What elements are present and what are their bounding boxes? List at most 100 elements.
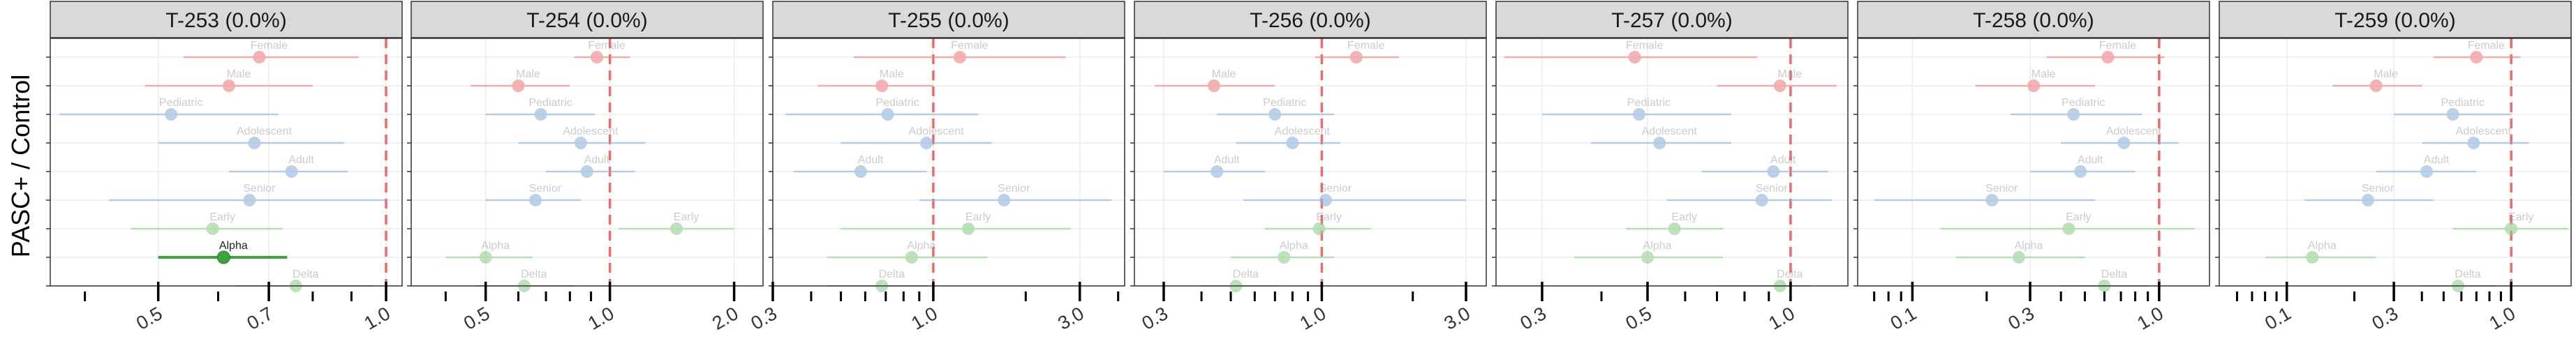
forest-row: Female	[1504, 40, 1757, 63]
panel-title: T-256 (0.0%)	[1250, 9, 1370, 32]
forest-row: Male	[1717, 68, 1837, 92]
forest-row: Alpha	[158, 240, 288, 264]
point-label: Pediatric	[2441, 97, 2485, 109]
forest-row: Female	[2433, 40, 2521, 63]
point-estimate	[1668, 222, 1681, 235]
point-estimate	[670, 222, 683, 235]
point-label: Alpha	[2014, 240, 2043, 252]
point-estimate	[2067, 108, 2080, 121]
plot-area	[1134, 38, 1486, 286]
point-label: Delta	[879, 268, 905, 280]
point-estimate	[222, 79, 235, 92]
point-estimate	[285, 165, 298, 178]
forest-row: Senior	[1243, 183, 1467, 206]
point-label: Senior	[1756, 183, 1789, 195]
plot-area	[411, 38, 763, 286]
forest-row: Adult	[546, 154, 635, 178]
point-label: Early	[965, 211, 991, 223]
forest-row: Senior	[2304, 183, 2434, 206]
point-label: Adolescent	[2456, 126, 2512, 137]
panel-border	[1857, 38, 2210, 287]
point-label: Male	[2031, 68, 2056, 80]
panel-title: T-254 (0.0%)	[526, 9, 647, 32]
x-tick-label: 1.0	[1296, 303, 1330, 334]
point-estimate	[512, 79, 525, 92]
panel-title: T-253 (0.0%)	[165, 9, 286, 32]
point-label: Delta	[293, 268, 318, 280]
forest-row: Alpha	[2265, 240, 2376, 264]
forest-row: Pediatric	[1217, 97, 1335, 121]
point-estimate	[1767, 165, 1780, 178]
point-estimate	[243, 194, 256, 206]
forest-row: Adolescent	[1590, 126, 1731, 149]
x-tick-label: 0.1	[1887, 303, 1920, 334]
forest-row: Adult	[2030, 154, 2135, 178]
point-label: Delta	[2101, 268, 2127, 280]
point-label: Senior	[243, 183, 276, 195]
forest-row: Female	[183, 40, 359, 63]
x-tick-label: 0.3	[747, 303, 780, 334]
point-label: Female	[2468, 40, 2505, 52]
forest-row: Female	[1315, 40, 1399, 63]
x-tick-label: 0.5	[460, 303, 494, 334]
point-label: Male	[880, 68, 904, 80]
point-estimate	[1985, 194, 1999, 206]
point-estimate	[1268, 108, 1282, 121]
point-label: Pediatric	[875, 97, 919, 109]
forest-row: Alpha	[827, 240, 988, 264]
point-label: Alpha	[907, 240, 935, 252]
x-tick-label: 2.0	[709, 303, 742, 334]
forest-row: Female	[2046, 40, 2165, 63]
panel-border	[1134, 38, 1487, 287]
point-estimate	[1278, 251, 1291, 264]
forest-row: Early	[131, 211, 283, 235]
point-estimate	[2306, 251, 2319, 264]
x-tick-label: 1.0	[1765, 303, 1798, 334]
panel-strip	[410, 1, 764, 38]
point-label: Pediatric	[1627, 97, 1671, 109]
point-label: Male	[1777, 68, 1802, 80]
point-label: Early	[1672, 211, 1697, 223]
forest-row: Senior	[919, 183, 1111, 206]
point-estimate	[2505, 222, 2518, 235]
point-label: Adult	[1770, 154, 1796, 166]
point-label: Alpha	[219, 240, 248, 252]
panel-t-255: T-255 (0.0%) Female Male Pediatric Adolescen…	[747, 1, 1125, 334]
x-tick-label: 3.0	[1054, 303, 1088, 334]
point-estimate	[1349, 51, 1363, 63]
panel-t-259: T-259 (0.0%) Female Male Pediatric Adolescen…	[2215, 1, 2572, 334]
point-label: Delta	[1777, 268, 1803, 280]
panel-strip	[772, 1, 1125, 38]
point-label: Early	[674, 211, 699, 223]
x-tick-label: 0.7	[244, 303, 277, 334]
panel-strip	[1857, 1, 2210, 38]
forest-row: Senior	[1874, 183, 2096, 206]
point-estimate	[1632, 108, 1645, 121]
point-label: Pediatric	[1263, 97, 1306, 109]
point-label: Female	[1347, 40, 1384, 52]
point-label: Adolescent	[563, 126, 619, 137]
x-tick-label: 0.3	[1516, 303, 1550, 334]
forest-row: Adult	[2376, 154, 2477, 178]
point-label: Adolescent	[909, 126, 965, 137]
x-tick-label: 1.0	[361, 303, 394, 334]
point-label: Female	[2099, 40, 2136, 52]
panel-t-256: T-256 (0.0%) Female Male Pediatric Adolescen…	[1130, 1, 1487, 334]
panel-border	[1495, 38, 1849, 287]
point-estimate	[2027, 79, 2041, 92]
plot-area	[2219, 38, 2571, 286]
point-estimate	[1641, 251, 1654, 264]
point-label: Adolescent	[1275, 126, 1331, 137]
point-label: Delta	[1233, 268, 1259, 280]
point-estimate	[2362, 194, 2375, 206]
point-label: Female	[251, 40, 288, 52]
point-estimate	[534, 108, 547, 121]
point-estimate	[206, 222, 219, 235]
point-estimate	[962, 222, 975, 235]
panels: T-253 (0.0%) Female Male Pediatric Adolescen…	[46, 1, 2572, 334]
point-estimate	[1312, 222, 1326, 235]
point-label: Early	[1316, 211, 1341, 223]
plot-area	[773, 38, 1125, 286]
point-label: Adult	[584, 154, 610, 166]
forest-row: Pediatric	[785, 97, 979, 121]
